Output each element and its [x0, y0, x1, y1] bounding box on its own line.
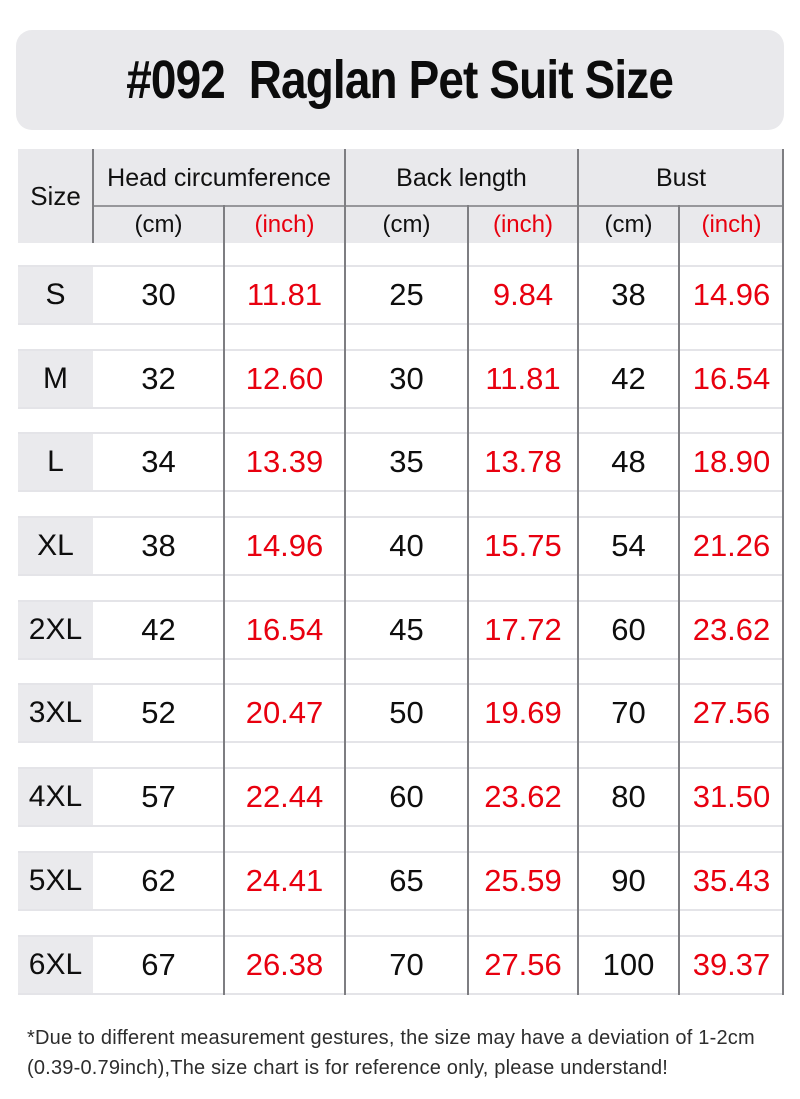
bust-inch-cell: 39.37	[692, 946, 771, 982]
head-cm-cell: 42	[141, 611, 176, 647]
grid-line-size-divider	[92, 149, 94, 243]
head-cm-cell: 38	[141, 528, 176, 564]
back-cm-cell: 65	[389, 862, 424, 898]
back-cm-cell: 25	[389, 277, 424, 312]
bust-inch-cell: 14.96	[692, 277, 771, 312]
head-inch-cell: 16.54	[245, 611, 324, 647]
footnote-line-2: (0.39-0.79inch),The size chart is for re…	[27, 1057, 669, 1079]
back-inch-cell: 23.62	[484, 779, 562, 815]
head-cm-cell: 67	[141, 946, 176, 982]
table-row-l: L 34 13.39 35 13.78 48 18.90	[18, 432, 784, 493]
table-body: S 30 11.81 25 9.84 38 14.96 M 32 12.60 3…	[18, 265, 784, 995]
column-header-size: Size	[30, 180, 81, 211]
size-cell: 5XL	[18, 852, 93, 909]
table-row-3xl: 3XL 52 20.47 50 19.69 70 27.56	[18, 683, 784, 744]
bust-cm-cell: 70	[611, 695, 646, 731]
table-row-m: M 32 12.60 30 11.81 42 16.54	[18, 348, 784, 409]
footnote: *Due to different measurement gestures, …	[27, 1023, 787, 1083]
unit-header-head-inch: (inch)	[254, 211, 315, 238]
column-header-back-length: Back length	[396, 163, 527, 192]
head-inch-cell: 11.81	[246, 277, 323, 312]
column-header-bust: Bust	[655, 163, 707, 192]
back-inch-cell: 9.84	[492, 277, 554, 312]
grid-line-back-cm-inch	[467, 205, 469, 995]
size-cell: 2XL	[18, 601, 93, 658]
size-cell: M	[18, 350, 93, 407]
head-inch-cell: 14.96	[245, 528, 324, 564]
size-cell: 3XL	[18, 685, 93, 742]
back-cm-cell: 50	[389, 695, 424, 731]
bust-inch-cell: 18.90	[692, 444, 771, 480]
grid-line-right-edge	[782, 149, 784, 995]
head-cm-cell: 62	[141, 862, 176, 898]
footnote-line-1: *Due to different measurement gestures, …	[27, 1027, 755, 1049]
unit-header-head-cm: (cm)	[134, 211, 183, 238]
head-inch-cell: 22.44	[245, 779, 324, 815]
head-cm-cell: 30	[141, 277, 176, 312]
bust-cm-cell: 48	[611, 444, 646, 480]
size-cell: L	[18, 434, 93, 491]
back-inch-cell: 13.78	[484, 444, 562, 480]
table-row-s: S 30 11.81 25 9.84 38 14.96	[18, 265, 784, 325]
grid-line-back-bust	[577, 149, 579, 995]
unit-header-back-cm: (cm)	[382, 211, 431, 238]
back-cm-cell: 30	[389, 360, 424, 396]
header-divider-line	[93, 205, 784, 207]
size-cell: 4XL	[18, 769, 93, 826]
size-cell: 6XL	[18, 936, 93, 993]
back-cm-cell: 45	[389, 611, 424, 647]
back-cm-cell: 35	[389, 444, 424, 480]
grid-line-head-back	[344, 149, 346, 995]
column-header-head-circumference: Head circumference	[107, 163, 331, 192]
back-inch-cell: 27.56	[484, 946, 562, 982]
grid-line-head-cm-inch	[223, 205, 225, 995]
back-cm-cell: 40	[389, 528, 424, 564]
size-cell: S	[18, 267, 93, 323]
bust-inch-cell: 16.54	[692, 360, 771, 396]
table-row-2xl: 2XL 42 16.54 45 17.72 60 23.62	[18, 599, 784, 660]
head-inch-cell: 13.39	[245, 444, 324, 480]
bust-inch-cell: 31.50	[692, 779, 771, 815]
table-header: Size Head circumference Back length Bust…	[18, 149, 784, 243]
head-cm-cell: 52	[141, 695, 176, 731]
head-cm-cell: 57	[141, 779, 176, 815]
back-inch-cell: 19.69	[484, 695, 562, 731]
head-inch-cell: 26.38	[245, 946, 324, 982]
bust-cm-cell: 42	[611, 360, 646, 396]
back-cm-cell: 60	[389, 779, 424, 815]
table-row-xl: XL 38 14.96 40 15.75 54 21.26	[18, 516, 784, 577]
back-cm-cell: 70	[389, 946, 424, 982]
unit-header-bust-inch: (inch)	[701, 211, 762, 238]
bust-cm-cell: 90	[611, 862, 646, 898]
head-inch-cell: 12.60	[245, 360, 324, 396]
size-chart-table: Size Head circumference Back length Bust…	[18, 149, 784, 995]
unit-header-back-inch: (inch)	[492, 211, 553, 238]
size-cell: XL	[18, 518, 93, 575]
page-title: #092 Raglan Pet Suit Size	[126, 50, 675, 110]
back-inch-cell: 25.59	[484, 862, 562, 898]
head-inch-cell: 20.47	[245, 695, 324, 731]
table-row-6xl: 6XL 67 26.38 70 27.56 100 39.37	[18, 934, 784, 995]
bust-inch-cell: 27.56	[692, 695, 771, 731]
bust-inch-cell: 21.26	[692, 528, 771, 564]
back-inch-cell: 11.81	[485, 360, 561, 396]
bust-inch-cell: 35.43	[692, 862, 771, 898]
bust-cm-cell: 80	[611, 779, 646, 815]
head-cm-cell: 34	[141, 444, 176, 480]
bust-cm-cell: 60	[611, 611, 646, 647]
title-banner: #092 Raglan Pet Suit Size	[16, 30, 784, 130]
table-row-4xl: 4XL 57 22.44 60 23.62 80 31.50	[18, 767, 784, 828]
bust-cm-cell: 38	[611, 277, 646, 312]
back-inch-cell: 17.72	[484, 611, 562, 647]
grid-line-bust-cm-inch	[678, 205, 680, 995]
bust-inch-cell: 23.62	[692, 611, 771, 647]
back-inch-cell: 15.75	[484, 528, 562, 564]
bust-cm-cell: 100	[602, 946, 655, 982]
table-row-5xl: 5XL 62 24.41 65 25.59 90 35.43	[18, 850, 784, 911]
bust-cm-cell: 54	[611, 528, 646, 564]
head-cm-cell: 32	[141, 360, 176, 396]
unit-header-bust-cm: (cm)	[604, 211, 653, 238]
head-inch-cell: 24.41	[245, 862, 324, 898]
